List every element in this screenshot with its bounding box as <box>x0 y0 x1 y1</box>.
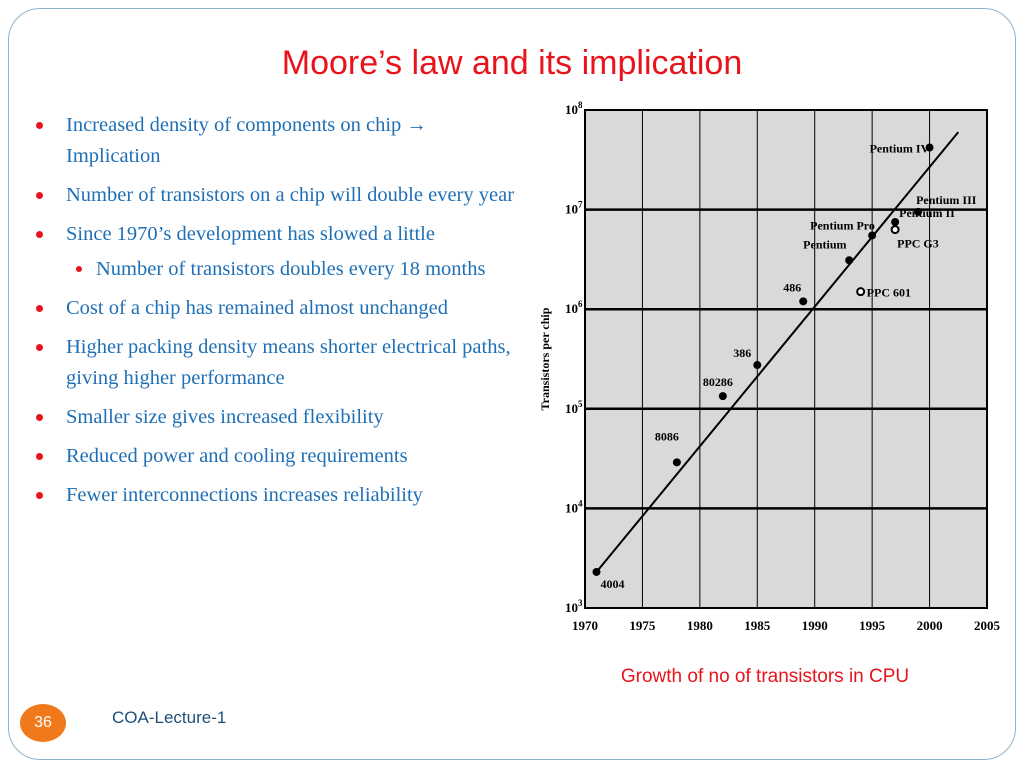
y-tick-label: 107 <box>565 200 583 217</box>
x-tick-label: 1995 <box>859 618 886 633</box>
data-point <box>672 458 681 467</box>
x-tick-label: 1985 <box>744 618 771 633</box>
y-tick-label: 105 <box>565 399 583 416</box>
data-point-label: PPC 601 <box>867 286 911 300</box>
slide-title: Moore’s law and its implication <box>281 44 743 82</box>
data-point <box>845 256 854 265</box>
data-point-label: 8086 <box>655 429 679 443</box>
bullet-item: Reduced power and cooling requirements <box>30 441 525 472</box>
bullet-list: Increased density of components on chip … <box>30 110 525 519</box>
y-axis-title: Transistors per chip <box>538 307 552 410</box>
bullet-item: Increased density of components on chip … <box>30 110 525 172</box>
bullet-item: Higher packing density means shorter ele… <box>30 332 525 394</box>
plot-area <box>584 109 988 609</box>
data-point-open <box>890 225 900 235</box>
data-point-label: Pentium Pro <box>810 218 875 232</box>
bullet-item: Since 1970’s development has slowed a li… <box>30 219 525 250</box>
x-tick-label: 1975 <box>629 618 656 633</box>
transistor-chart: 1970 1975 1980 1985 1990 1995 2000 2005 103 104 10… <box>535 95 1005 655</box>
data-point <box>925 143 934 152</box>
data-point-label: 486 <box>783 280 801 294</box>
data-point-label: Pentium II <box>899 206 955 220</box>
footer-text: COA-Lecture-1 <box>112 708 227 727</box>
bullet-item: Number of transistors on a chip will dou… <box>30 180 525 211</box>
x-tick-label: 1980 <box>687 618 713 633</box>
data-point <box>914 207 923 216</box>
bullet-text-tail: Implication <box>66 145 161 167</box>
data-point-label: Pentium IV <box>870 142 930 156</box>
bullet-item: Fewer interconnections increases reliabi… <box>30 480 525 511</box>
data-point <box>753 361 762 370</box>
y-tick-label: 103 <box>565 598 583 615</box>
data-point <box>718 392 727 401</box>
y-tick-label: 106 <box>565 299 583 316</box>
data-point-label: Pentium III <box>916 193 977 207</box>
bullet-text: Increased density of components on chip <box>66 114 402 136</box>
sub-bullet-item: Number of transistors doubles every 18 m… <box>30 254 525 285</box>
data-point <box>868 231 877 240</box>
data-point-label: 4004 <box>600 577 624 591</box>
data-point-label: PPC G3 <box>897 237 939 251</box>
x-tick-label: 1970 <box>572 618 598 633</box>
x-tick-label: 2005 <box>974 618 1001 633</box>
chart-svg: 1970 1975 1980 1985 1990 1995 2000 2005 103 104 10… <box>538 100 1001 633</box>
data-point-label: 80286 <box>703 375 733 389</box>
data-point <box>592 567 601 576</box>
data-point <box>891 218 900 227</box>
y-tick-label: 104 <box>565 498 583 515</box>
data-point <box>799 297 808 306</box>
bullet-item: Smaller size gives increased flexibility <box>30 402 525 433</box>
data-point-label: Pentium <box>803 237 846 251</box>
x-tick-label: 1990 <box>802 618 828 633</box>
chart-caption: Growth of no of transistors in CPU <box>620 666 910 687</box>
y-tick-label: 108 <box>565 100 583 117</box>
bullet-item: Cost of a chip has remained almost uncha… <box>30 293 525 324</box>
data-point-open <box>856 287 866 297</box>
arrow-icon: → <box>406 114 427 136</box>
x-tick-label: 2000 <box>917 618 943 633</box>
trend-line <box>595 131 960 573</box>
data-point-label: 386 <box>733 346 751 360</box>
slide-frame <box>8 8 1016 760</box>
slide-number-badge: 36 <box>20 704 66 742</box>
